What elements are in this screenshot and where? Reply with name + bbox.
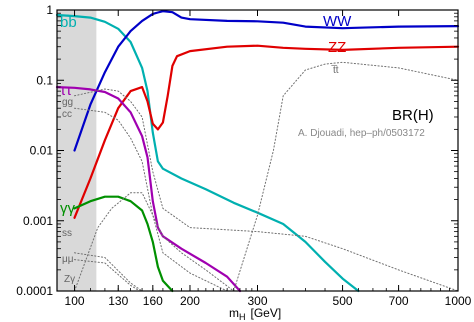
label-bb: b̅b	[59, 14, 76, 31]
series-line-μμ	[74, 259, 141, 292]
label-ss: ss	[62, 228, 72, 239]
label-mumu: μμ	[62, 254, 74, 265]
label-gg: gg	[62, 97, 73, 108]
y-tick-label: 0.01	[30, 144, 54, 158]
x-tick-label: 300	[247, 294, 267, 308]
label-tautau: ττ	[60, 82, 72, 99]
curves-layer	[55, 10, 460, 293]
x-tick-label: 700	[389, 294, 409, 308]
series-line-ττ	[55, 86, 242, 293]
label-cc: cc	[62, 109, 72, 120]
x-tick-label: 160	[143, 294, 163, 308]
x-tick-label: 500	[333, 294, 353, 308]
x-tick-label: 100	[65, 294, 85, 308]
y-tick-label: 0.1	[36, 73, 53, 87]
y-tick-label: 0.001	[23, 214, 53, 228]
series-line-ww	[73, 10, 460, 152]
x-tick-label: 130	[108, 294, 128, 308]
label-ww: WW	[323, 13, 352, 30]
label-zz: ZZ	[328, 39, 346, 56]
x-axis-symbol: m	[229, 306, 239, 320]
plot-frame	[56, 9, 459, 292]
series-line-bb	[55, 13, 360, 293]
chart-annotation: A. Djouadi, hep–ph/0503172	[298, 128, 425, 139]
ticks-layer: 100 130 160 200 300 500 700 1000 1 0.1 0.01 0.001 0.…	[16, 3, 471, 308]
x-tick-label: 1000	[445, 294, 472, 308]
x-axis-title: mH [GeV]	[229, 306, 281, 322]
x-axis-unit: [GeV]	[251, 306, 282, 320]
series-line-zγ	[74, 192, 235, 292]
label-zgam: Zγ	[64, 274, 75, 285]
x-axis-subscript: H	[239, 312, 246, 322]
series-line-γγ	[73, 195, 174, 293]
series-line-gg	[74, 88, 459, 292]
y-tick-label: 1	[46, 3, 53, 17]
x-tick-label: 200	[180, 294, 200, 308]
label-tt: t̅t	[331, 64, 339, 76]
series-line-ss	[74, 252, 143, 292]
series-line-tt	[233, 61, 459, 292]
chart-title: BR(H)	[392, 107, 434, 124]
label-gamgam: γγ	[60, 200, 76, 217]
y-tick-label: 0.0001	[16, 284, 53, 298]
